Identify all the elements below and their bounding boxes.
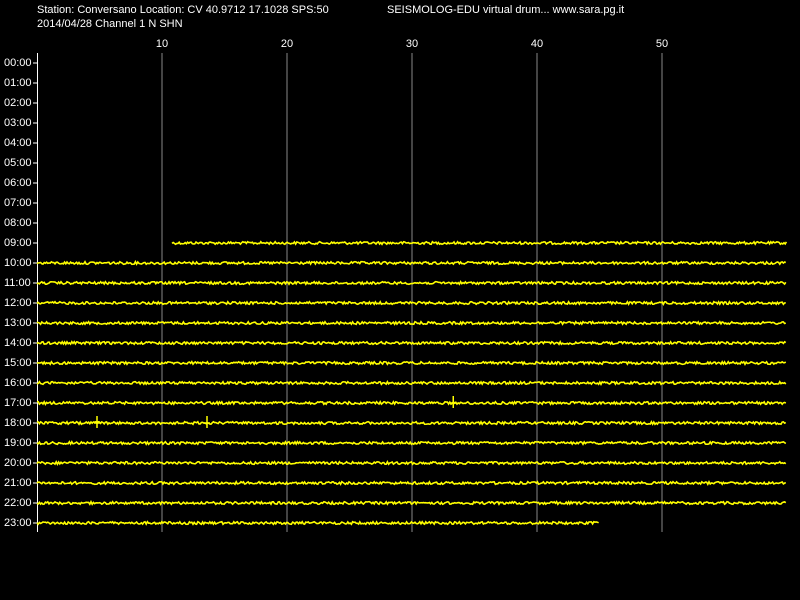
hour-label: 14:00 — [4, 337, 32, 349]
trace — [36, 300, 786, 307]
hour-label: 13:00 — [4, 317, 32, 329]
hour-label: 23:00 — [4, 517, 32, 529]
trace — [36, 520, 599, 526]
trace — [36, 360, 787, 366]
hour-label: 00:00 — [4, 57, 32, 69]
hour-label: 22:00 — [4, 497, 32, 509]
trace — [36, 479, 787, 487]
trace — [171, 240, 788, 246]
x-tick-label: 20 — [281, 38, 293, 50]
annotation: SEISMOLOG-EDU virtual drum... www.sara.p… — [387, 4, 624, 16]
hour-label: 21:00 — [4, 477, 32, 489]
x-tick-label: 30 — [406, 38, 418, 50]
hour-label: 20:00 — [4, 457, 32, 469]
hour-label: 09:00 — [4, 237, 32, 249]
event-spike — [204, 416, 210, 428]
trace — [36, 259, 787, 266]
event-spike — [94, 416, 100, 428]
x-tick-label: 10 — [156, 38, 168, 50]
hour-label: 18:00 — [4, 417, 32, 429]
hour-label: 08:00 — [4, 217, 32, 229]
hour-label: 10:00 — [4, 257, 32, 269]
x-tick-label: 40 — [531, 38, 543, 50]
trace — [36, 399, 787, 407]
trace — [36, 320, 787, 326]
subtitle: 2014/04/28 Channel 1 N SHN — [37, 18, 183, 30]
hour-label: 17:00 — [4, 397, 32, 409]
hour-label: 03:00 — [4, 117, 32, 129]
hour-label: 16:00 — [4, 377, 32, 389]
event-spike — [450, 396, 457, 408]
hour-label: 01:00 — [4, 77, 32, 89]
trace — [36, 420, 787, 426]
hour-label: 19:00 — [4, 437, 32, 449]
trace — [36, 280, 787, 286]
station-title: Station: Conversano Location: CV 40.9712… — [37, 4, 329, 16]
hour-label: 15:00 — [4, 357, 32, 369]
hour-label: 04:00 — [4, 137, 32, 149]
x-tick-label: 50 — [656, 38, 668, 50]
hour-label: 12:00 — [4, 297, 32, 309]
hour-label: 06:00 — [4, 177, 32, 189]
hour-label: 02:00 — [4, 97, 32, 109]
trace — [36, 499, 787, 506]
trace — [36, 340, 787, 346]
hour-label: 05:00 — [4, 157, 32, 169]
trace — [36, 459, 787, 466]
hour-label: 11:00 — [4, 277, 31, 289]
trace — [36, 440, 787, 446]
trace — [36, 379, 787, 387]
hour-label: 07:00 — [4, 197, 32, 209]
